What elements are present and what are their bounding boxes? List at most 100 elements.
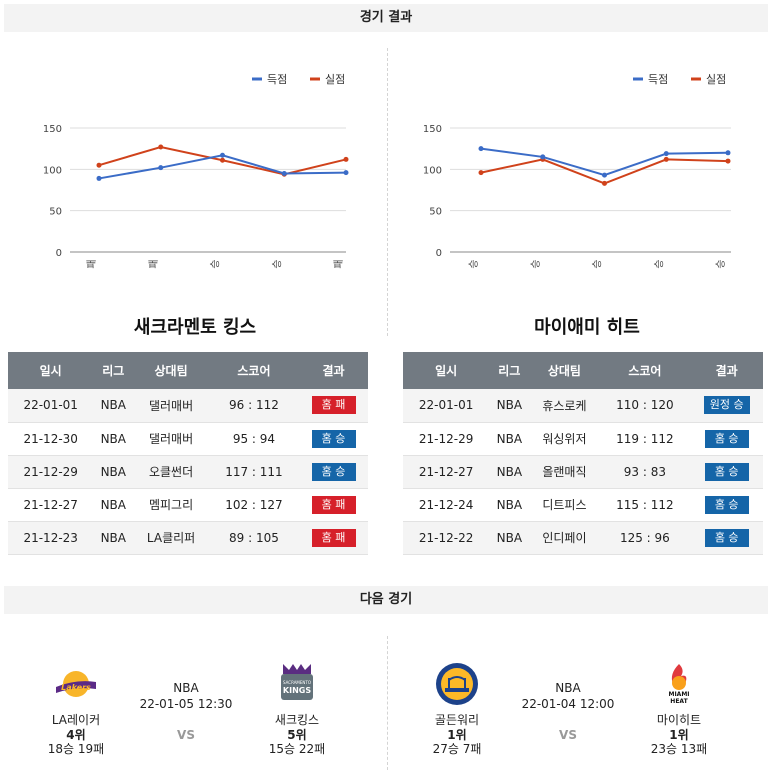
game-info: NBA 22-01-04 12:00 xyxy=(513,680,623,712)
cell-opponent: 댈러매버 xyxy=(133,422,209,456)
table-header-row: 일시 리그 상대팀 스코어 결과 xyxy=(403,352,763,389)
result-badge: 홈 승 xyxy=(704,429,749,448)
away-team[interactable]: 골든워리 1위 27승 7패 xyxy=(412,660,502,756)
away-team-record: 18승 19패 xyxy=(47,742,105,756)
cell-opponent: 휴스로케 xyxy=(529,389,600,423)
x-tick-label: 승 xyxy=(592,259,604,268)
table-header-row: 일시 리그 상대팀 스코어 결과 xyxy=(8,352,368,389)
result-badge: 홈 승 xyxy=(704,528,749,547)
cell-result: 홈 승 xyxy=(690,488,763,522)
vs-label: VS xyxy=(177,728,195,742)
cell-result: 홈 패 xyxy=(299,389,368,423)
result-badge: 홈 승 xyxy=(704,495,749,514)
x-tick-label: 승 xyxy=(468,259,480,268)
column-header: 리그 xyxy=(489,352,530,389)
cell-date: 22-01-01 xyxy=(403,389,490,423)
x-tick-label: 승 xyxy=(210,259,222,268)
results-section-header: 경기 결과 xyxy=(4,4,768,32)
cell-result: 홈 승 xyxy=(690,455,763,489)
cell-opponent: 인디페이 xyxy=(529,521,600,555)
heat-results-table: 일시 리그 상대팀 스코어 결과 22-01-01 NBA 휴스로케 110 : 120 원정 승… xyxy=(403,352,763,555)
game-league: NBA xyxy=(555,681,581,695)
x-tick-label: 승 xyxy=(715,259,727,268)
cell-result: 홈 승 xyxy=(299,422,368,456)
cell-opponent: 멤피그리 xyxy=(133,488,209,522)
home-team-record: 23승 13패 xyxy=(650,742,708,756)
cell-score: 89 : 105 xyxy=(208,521,299,555)
data-point xyxy=(663,151,669,157)
series-line xyxy=(480,147,729,177)
legend-label: 실점 xyxy=(325,73,345,86)
y-tick-label: 50 xyxy=(49,207,62,218)
cell-date: 21-12-22 xyxy=(403,521,490,555)
team-title-heat: 마이애미 히트 xyxy=(534,317,640,338)
column-header: 상대팀 xyxy=(529,352,600,389)
away-team[interactable]: Lakers LA레이커 4위 18승 19패 xyxy=(31,660,121,756)
cell-result: 원정 승 xyxy=(690,389,763,423)
home-team-name: 새크킹스 xyxy=(274,713,320,727)
next-games-section-header: 다음 경기 xyxy=(4,586,768,614)
result-badge: 홈 승 xyxy=(311,462,356,481)
away-team-name: LA레이커 xyxy=(51,713,101,727)
column-header: 리그 xyxy=(93,352,134,389)
table-row[interactable]: 21-12-22 NBA 인디페이 125 : 96 홈 승 xyxy=(403,521,763,555)
table-row[interactable]: 22-01-01 NBA 댈러매버 96 : 112 홈 패 xyxy=(8,389,368,423)
data-point xyxy=(220,152,225,158)
legend-label: 실점 xyxy=(706,73,726,86)
game-league: NBA xyxy=(173,681,199,695)
column-header: 스코어 xyxy=(208,352,299,389)
vs-label: VS xyxy=(559,728,577,742)
table-row[interactable]: 21-12-23 NBA LA클리퍼 89 : 105 홈 패 xyxy=(8,521,368,555)
cell-score: 110 : 120 xyxy=(599,389,691,423)
cell-opponent: 오클썬더 xyxy=(133,455,209,489)
cell-opponent: 댈러매버 xyxy=(133,389,209,423)
y-tick-label: 150 xyxy=(43,124,62,135)
result-badge: 원정 승 xyxy=(703,396,750,415)
next-game-card[interactable]: 골든워리 1위 27승 7패 NBA 22-01-04 12:00 VS MIA… xyxy=(398,648,768,768)
cell-score: 93 : 83 xyxy=(599,455,691,489)
game-info: NBA 22-01-05 12:30 xyxy=(131,680,241,712)
cell-opponent: 워싱위저 xyxy=(529,422,600,456)
next-game-card[interactable]: Lakers LA레이커 4위 18승 19패 NBA 22-01-05 12:… xyxy=(4,648,374,768)
home-team[interactable]: SACRAMENTO KINGS 새크킹스 5위 15승 22패 xyxy=(252,660,342,756)
cell-score: 119 : 112 xyxy=(599,422,691,456)
table-row[interactable]: 22-01-01 NBA 휴스로케 110 : 120 원정 승 xyxy=(403,389,763,423)
cell-league: NBA xyxy=(93,521,134,555)
cell-opponent: 올랜매직 xyxy=(529,455,600,489)
home-team-rank: 1위 xyxy=(669,728,689,742)
table-row[interactable]: 21-12-24 NBA 디트피스 115 : 112 홈 승 xyxy=(403,488,763,522)
cell-score: 115 : 112 xyxy=(599,488,691,522)
away-team-rank: 4위 xyxy=(66,728,86,742)
table-row[interactable]: 21-12-30 NBA 댈러매버 95 : 94 홈 승 xyxy=(8,422,368,456)
svg-text:Lakers: Lakers xyxy=(61,683,91,692)
data-point xyxy=(220,157,225,163)
x-tick-label: 패 xyxy=(333,259,345,268)
x-tick-label: 승 xyxy=(530,259,542,268)
series-line xyxy=(480,158,729,185)
cell-opponent: LA클리퍼 xyxy=(133,521,209,555)
cell-score: 96 : 112 xyxy=(208,389,299,423)
data-point xyxy=(602,172,607,178)
away-team-name: 골든워리 xyxy=(434,713,480,727)
data-point xyxy=(540,154,546,160)
lakers-logo-icon: Lakers xyxy=(56,671,96,697)
cell-score: 95 : 94 xyxy=(208,422,299,456)
away-team-rank: 1위 xyxy=(447,728,467,742)
x-tick-label: 승 xyxy=(271,259,283,268)
data-point xyxy=(158,144,164,150)
table-row[interactable]: 21-12-27 NBA 멤피그리 102 : 127 홈 패 xyxy=(8,488,368,522)
result-badge: 홈 승 xyxy=(704,462,749,481)
cell-league: NBA xyxy=(93,422,134,456)
table-row[interactable]: 21-12-29 NBA 오클썬더 117 : 111 홈 승 xyxy=(8,455,368,489)
cell-date: 21-12-23 xyxy=(8,521,94,555)
results-divider xyxy=(387,48,388,336)
table-row[interactable]: 21-12-27 NBA 올랜매직 93 : 83 홈 승 xyxy=(403,455,763,489)
y-tick-label: 150 xyxy=(423,124,442,135)
table-row[interactable]: 21-12-29 NBA 워싱위저 119 : 112 홈 승 xyxy=(403,422,763,456)
cell-date: 21-12-27 xyxy=(403,455,490,489)
home-team[interactable]: MIAMI HEAT 마이히트 1위 23승 13패 xyxy=(634,660,724,756)
cell-score: 102 : 127 xyxy=(208,488,299,522)
data-point xyxy=(725,158,731,164)
column-header: 상대팀 xyxy=(133,352,209,389)
column-header: 결과 xyxy=(299,352,368,389)
